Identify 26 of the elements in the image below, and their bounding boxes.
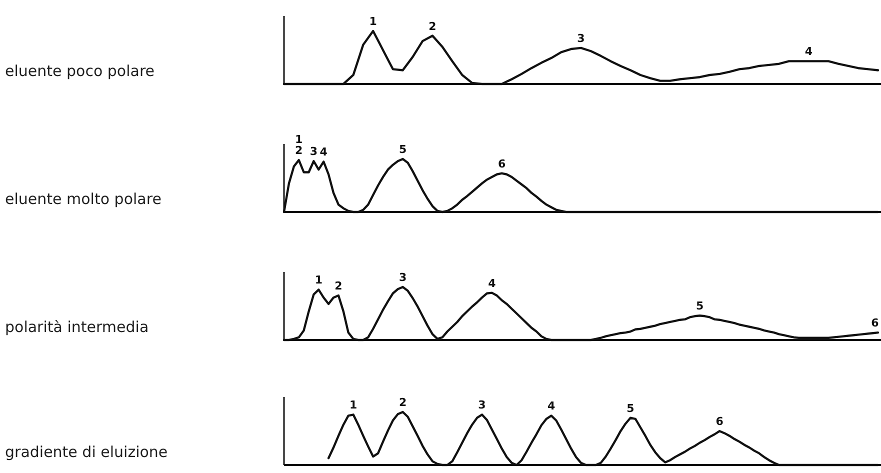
y-axis-title: gradiente di eluizione xyxy=(5,443,168,461)
annotation: 4 xyxy=(804,45,813,58)
y-axis-title: eluente poco polare xyxy=(5,62,155,80)
text: 1 xyxy=(295,133,303,146)
text: 1 xyxy=(314,274,322,287)
text: 2 xyxy=(295,144,303,158)
annotation: 2 xyxy=(428,20,436,33)
text: 5 xyxy=(398,143,407,156)
annotation: 4 xyxy=(547,400,556,413)
annotation: 6 xyxy=(716,415,724,428)
annotation: 5 xyxy=(626,402,634,415)
text: 1 xyxy=(369,15,377,28)
text: 1 xyxy=(349,398,358,412)
y-axis-title: eluente molto polare xyxy=(5,190,162,208)
annotation: 6 xyxy=(498,157,506,170)
annotation: 2 xyxy=(334,279,342,292)
text: 3 xyxy=(478,398,486,412)
text: 3 xyxy=(310,145,318,158)
annotation: 4 xyxy=(488,276,496,290)
annotation: 6 xyxy=(871,316,880,330)
text: 3 xyxy=(398,271,407,284)
text: 2 xyxy=(398,396,407,409)
text: 4 xyxy=(320,146,328,159)
annotation: 5 xyxy=(696,300,704,313)
y-axis-title: polarità intermedia xyxy=(5,318,149,336)
annotation: 3 xyxy=(577,32,585,45)
